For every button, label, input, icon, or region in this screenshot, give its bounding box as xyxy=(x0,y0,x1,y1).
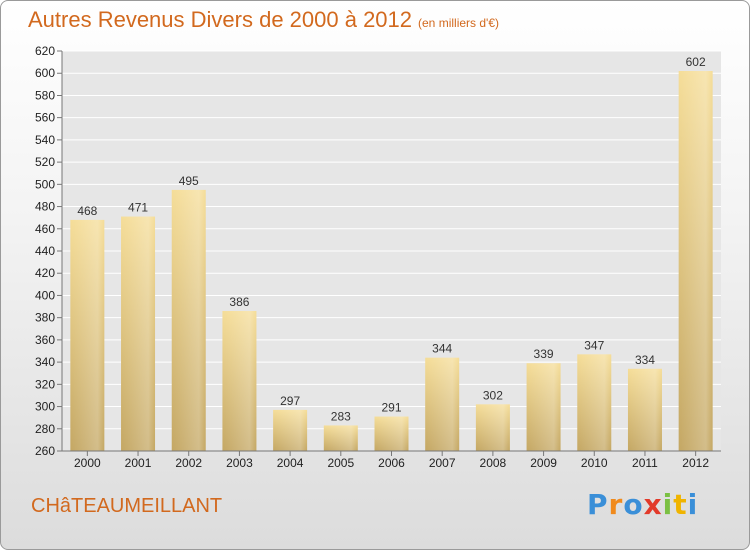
y-tick-label: 380 xyxy=(35,311,55,325)
x-tick-label: 2007 xyxy=(429,456,456,470)
y-tick-label: 400 xyxy=(35,288,55,302)
y-tick-label: 600 xyxy=(35,66,55,80)
y-tick-label: 260 xyxy=(35,444,55,458)
y-tick-label: 300 xyxy=(35,400,55,414)
x-tick-label: 2004 xyxy=(277,456,304,470)
x-tick-label: 2003 xyxy=(226,456,253,470)
place-name: CHâTEAUMEILLANT xyxy=(31,495,223,517)
logo-letter: r xyxy=(608,488,624,521)
bar-highlight xyxy=(222,311,257,451)
chart-title-text: Autres Revenus Divers de 2000 à 2012 xyxy=(28,7,413,32)
y-tick-label: 440 xyxy=(35,244,55,258)
y-tick-label: 580 xyxy=(35,88,55,102)
chart-unit: (en milliers d'€) xyxy=(418,16,499,30)
y-tick-label: 480 xyxy=(35,200,55,214)
y-tick-label: 460 xyxy=(35,222,55,236)
logo-letter: t xyxy=(673,488,688,521)
x-tick-label: 2011 xyxy=(632,456,658,470)
logo-letter: i xyxy=(687,488,699,521)
y-tick-label: 620 xyxy=(35,44,55,58)
y-tick-label: 320 xyxy=(35,377,55,391)
x-tick-label: 2012 xyxy=(682,456,709,470)
bar-highlight xyxy=(273,409,308,451)
y-tick-label: 420 xyxy=(35,266,55,280)
y-tick-label: 280 xyxy=(35,422,55,436)
y-tick-label: 560 xyxy=(35,111,55,125)
x-tick-label: 2008 xyxy=(480,456,507,470)
logo-letter: P xyxy=(587,488,609,521)
y-tick-label: 520 xyxy=(35,155,55,169)
bar-highlight xyxy=(374,416,409,451)
logo-letter: i xyxy=(662,488,674,521)
bar-highlight xyxy=(171,189,206,451)
data-label: 283 xyxy=(331,409,351,423)
x-tick-label: 2000 xyxy=(74,456,101,470)
bar-highlight xyxy=(475,404,510,451)
data-label: 468 xyxy=(77,204,97,218)
data-label: 386 xyxy=(229,295,249,309)
bar-highlight xyxy=(425,357,460,451)
bar-highlight xyxy=(323,425,358,451)
data-label: 339 xyxy=(534,347,554,361)
x-tick-label: 2006 xyxy=(378,456,405,470)
y-tick-label: 540 xyxy=(35,133,55,147)
y-tick-label: 360 xyxy=(35,333,55,347)
data-label: 471 xyxy=(128,201,148,215)
x-tick-label: 2009 xyxy=(530,456,557,470)
data-label: 297 xyxy=(280,394,300,408)
data-label: 302 xyxy=(483,388,503,402)
data-label: 344 xyxy=(432,342,452,356)
data-label: 602 xyxy=(686,55,706,69)
data-label: 347 xyxy=(584,338,604,352)
logo-letter: o xyxy=(623,488,644,521)
bar-highlight xyxy=(121,216,156,451)
x-tick-label: 2001 xyxy=(125,456,152,470)
data-label: 495 xyxy=(179,174,199,188)
proxiti-logo: Proxiti xyxy=(587,488,698,521)
bar-highlight xyxy=(577,354,612,451)
data-label: 334 xyxy=(635,353,655,367)
x-tick-label: 2002 xyxy=(175,456,202,470)
x-tick-label: 2005 xyxy=(327,456,354,470)
bar-highlight xyxy=(627,368,662,451)
bar-highlight xyxy=(526,363,561,451)
x-tick-label: 2010 xyxy=(581,456,608,470)
bar-highlight xyxy=(678,71,713,451)
logo-letter: x xyxy=(643,488,663,521)
chart-title: Autres Revenus Divers de 2000 à 2012 (en … xyxy=(28,7,499,33)
y-tick-label: 500 xyxy=(35,177,55,191)
y-tick-label: 340 xyxy=(35,355,55,369)
data-label: 291 xyxy=(381,401,401,415)
bar-highlight xyxy=(70,219,105,451)
